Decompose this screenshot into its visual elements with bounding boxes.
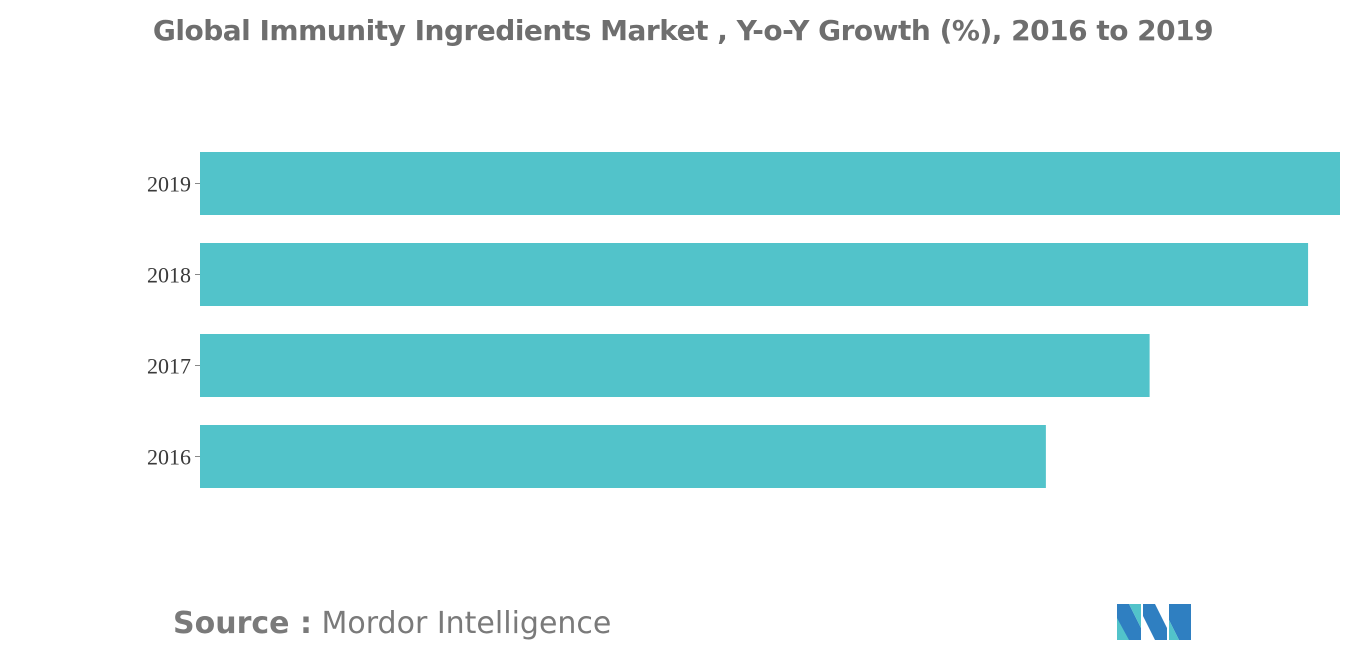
bar-2017 bbox=[200, 334, 1150, 397]
mordor-intelligence-logo-icon bbox=[1117, 604, 1193, 647]
source-text: Mordor Intelligence bbox=[321, 606, 612, 641]
bar-2018 bbox=[200, 243, 1309, 306]
bar-2016 bbox=[200, 425, 1046, 488]
bar-2019 bbox=[200, 152, 1340, 215]
y-tick-label: 2016 bbox=[147, 445, 191, 470]
source-label: Source : bbox=[173, 606, 312, 641]
y-tick-label: 2017 bbox=[147, 354, 191, 379]
y-tick-label: 2018 bbox=[147, 263, 191, 288]
chart-title: Global Immunity Ingredients Market , Y-o… bbox=[152, 14, 1214, 47]
y-tick-label: 2019 bbox=[147, 172, 191, 197]
source-note: Source : Mordor Intelligence bbox=[173, 606, 611, 641]
